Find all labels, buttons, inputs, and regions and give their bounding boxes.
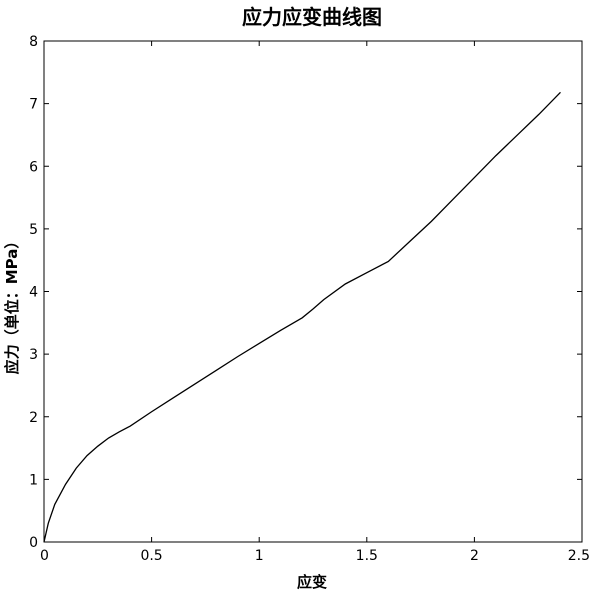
plot-frame [43, 40, 583, 543]
y-tick-label: 7 [29, 97, 38, 113]
x-axis-label: 应变 [297, 573, 327, 591]
y-tick-label: 3 [29, 347, 38, 363]
y-tick-label: 4 [29, 285, 38, 301]
x-tick-label: 0 [40, 548, 49, 564]
y-tick-label: 5 [29, 222, 38, 238]
x-tick-label: 2.5 [568, 548, 590, 564]
x-tick-label: 1 [255, 548, 264, 564]
y-tick-label: 8 [29, 34, 38, 50]
chart-title: 应力应变曲线图 [242, 5, 382, 29]
stress-strain-curve [43, 91, 561, 543]
x-tick-label: 2 [470, 548, 479, 564]
y-axis-label: 应力（单位：MPa） [3, 234, 21, 375]
y-tick-label: 1 [29, 472, 38, 488]
y-tick-label: 0 [29, 535, 38, 551]
y-tick-label: 6 [29, 159, 38, 175]
x-tick-label: 0.5 [140, 548, 162, 564]
y-tick-label: 2 [29, 410, 38, 426]
axis-ticks: 0 0.5 1 1.5 2 2.5 0 1 2 3 4 5 6 7 8 [29, 34, 590, 564]
x-tick-label: 1.5 [356, 548, 378, 564]
